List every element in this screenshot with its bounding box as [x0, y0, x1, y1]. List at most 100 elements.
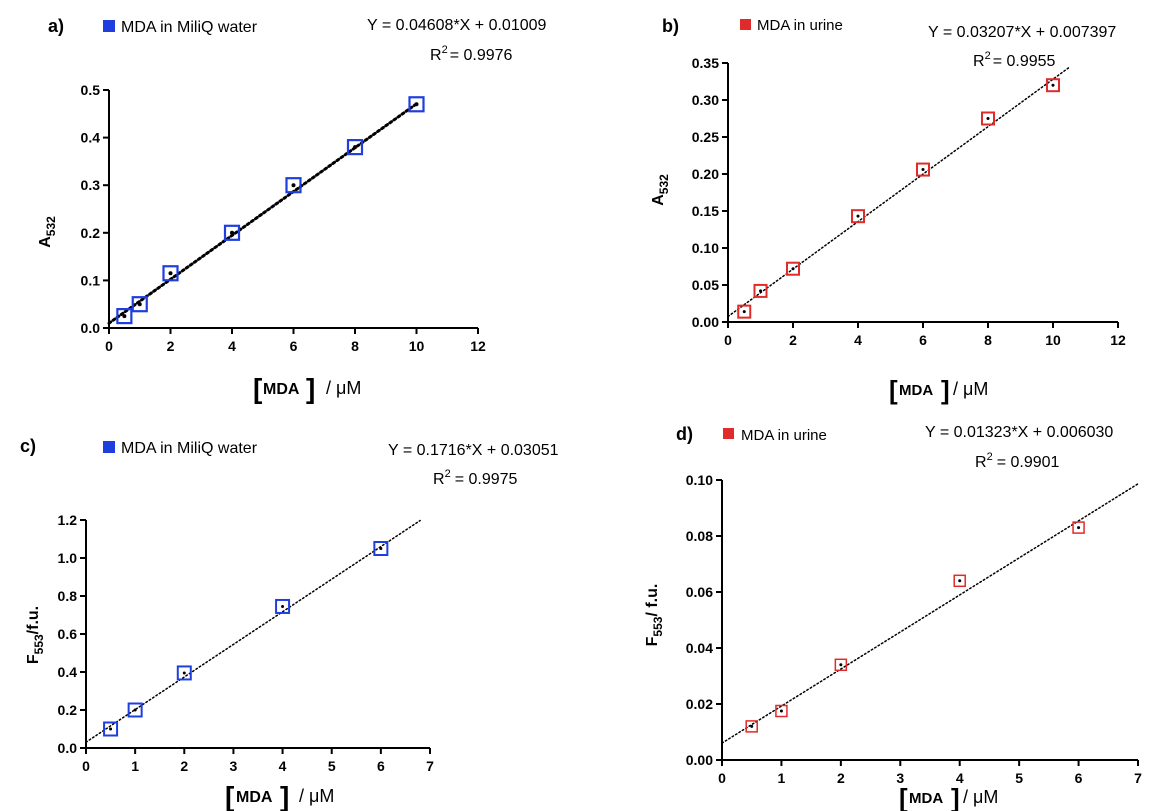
data-point: [745, 720, 758, 733]
data-point: [786, 261, 800, 276]
y-tick-label: 1.2: [58, 512, 78, 528]
x-tick-label: 2: [180, 758, 188, 774]
y-tick-label: 0.04: [686, 640, 713, 656]
x-tick-label: 2: [789, 332, 797, 348]
data-point: [103, 721, 119, 737]
data-point-center: [856, 214, 860, 218]
data-point-center: [750, 724, 754, 728]
legend-label: MDA in urine: [757, 17, 843, 34]
svg-text:[: [: [225, 781, 234, 811]
y-tick-label: 0.10: [692, 240, 719, 256]
plot-area: 0.0 0.1 0.2 0.3 0.4 0.5 0 2 4 6 8 10 12: [81, 82, 486, 354]
fit-line: [721, 483, 1139, 744]
data-point: [223, 224, 241, 241]
x-axis-label: [ MDA ] / μM: [899, 783, 998, 811]
x-tick-label: 8: [984, 332, 992, 348]
svg-text:[: [: [889, 375, 898, 405]
legend-label: MDA in MiliQ water: [121, 440, 258, 457]
y-tick-label: 0.0: [81, 320, 101, 336]
fit-line: [107, 102, 418, 325]
data-point-center: [281, 604, 285, 608]
r-squared: R2 = 0.9901: [975, 451, 1060, 471]
x-tick-label: 0: [718, 770, 726, 786]
x-tick-label: 3: [230, 758, 238, 774]
data-point: [981, 111, 995, 126]
x-axis-label-mda: MDA: [263, 381, 300, 398]
x-tick-label: 6: [1075, 770, 1083, 786]
data-point: [737, 304, 752, 319]
data-point: [373, 541, 389, 556]
y-tick-label: 0.30: [692, 92, 719, 108]
plot-area: 0.00 0.02 0.04 0.06 0.08 0.10 0 1 2 3 4 5 6 7: [686, 472, 1142, 786]
y-tick-label: 0.00: [692, 314, 719, 330]
data-point-center: [958, 579, 962, 583]
y-tick-label: 0.8: [58, 588, 78, 604]
y-tick-label: 0.20: [692, 166, 719, 182]
y-tick-label: 0.5: [81, 82, 101, 98]
panel-label: d): [676, 424, 693, 444]
data-point: [285, 177, 302, 194]
data-point-center: [986, 117, 990, 120]
data-point-center: [230, 230, 234, 235]
legend-marker: [103, 20, 115, 32]
data-point-center: [379, 547, 383, 550]
data-point: [176, 665, 192, 681]
x-tick-label: 0: [724, 332, 732, 348]
svg-text:]: ]: [941, 375, 950, 405]
r-squared: R2 = 0.9975: [433, 468, 518, 488]
y-tick-label: 0.2: [58, 702, 78, 718]
x-tick-label: 5: [1015, 770, 1023, 786]
data-point-center: [921, 168, 925, 172]
fit-line: [727, 66, 1070, 318]
x-axis-label: [ MDA ] / μM: [225, 781, 334, 811]
y-tick-label: 0.2: [81, 225, 101, 241]
data-point: [753, 283, 768, 298]
fit-equation: Y = 0.04608*X + 0.01009: [367, 17, 547, 34]
x-axis-label-mda: MDA: [899, 382, 933, 399]
data-point-center: [779, 709, 783, 713]
data-point: [834, 658, 848, 672]
x-tick-label: 2: [167, 338, 175, 354]
data-point-center: [1051, 83, 1055, 87]
data-point-center: [182, 671, 186, 675]
x-tick-label: 1: [131, 758, 139, 774]
x-axis-label-mda: MDA: [909, 790, 943, 807]
data-point-center: [133, 708, 137, 712]
panel-c: c) MDA in MiliQ water Y = 0.1716*X + 0.0…: [20, 436, 559, 811]
x-tick-label: 10: [1045, 332, 1061, 348]
x-tick-label: 0: [105, 338, 113, 354]
x-tick-label: 3: [896, 770, 904, 786]
x-tick-label: 4: [279, 758, 287, 774]
y-axis-label: A532: [650, 174, 671, 206]
y-tick-label: 0.10: [686, 472, 713, 488]
y-tick-label: 0.00: [686, 752, 713, 768]
data-point: [1046, 78, 1060, 93]
panel-label: c): [20, 436, 36, 456]
data-point-center: [839, 663, 843, 667]
x-tick-label: 1: [778, 770, 786, 786]
x-axis-label: [ MDA ] / μM: [253, 373, 361, 404]
data-point: [775, 704, 788, 718]
y-axis-label: F553/ f.u.: [644, 584, 665, 647]
x-tick-label: 4: [228, 338, 236, 354]
data-point: [127, 702, 143, 718]
svg-text:[: [: [253, 373, 262, 404]
data-point: [1072, 521, 1085, 534]
plot-area: 0.00 0.05 0.10 0.15 0.20 0.25 0.30 0.35 0 2 4 6 8 10 1…: [692, 55, 1126, 348]
data-point-center: [742, 310, 746, 314]
y-tick-label: 0.08: [686, 528, 713, 544]
data-point-center: [137, 302, 142, 307]
y-tick-label: 0.25: [692, 129, 719, 145]
x-axis-label-unit: / μM: [953, 379, 988, 399]
svg-text:]: ]: [280, 781, 289, 811]
legend-label: MDA in MiliQ water: [121, 19, 258, 36]
y-tick-label: 0.4: [81, 130, 101, 146]
y-tick-label: 0.35: [692, 55, 719, 71]
r-squared: R2 = 0.9955: [973, 50, 1056, 70]
data-point-center: [414, 102, 419, 107]
data-point: [346, 139, 364, 156]
data-point-center: [122, 314, 127, 319]
r-squared: R2 = 0.9976: [430, 44, 513, 64]
panel-label: b): [662, 16, 679, 36]
